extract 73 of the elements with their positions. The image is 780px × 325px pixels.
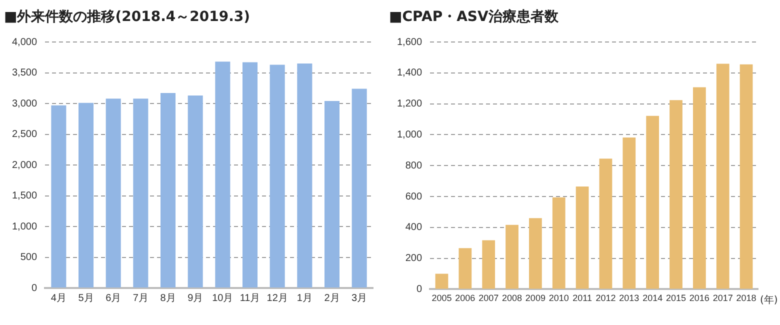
y-tick-label: 600 [405, 191, 422, 202]
x-tick-label: 2014 [642, 293, 663, 304]
bar [552, 197, 566, 289]
x-tick-label: 2015 [666, 293, 686, 304]
chart-title: ■外来件数の推移(2018.4～2019.3) [3, 8, 252, 27]
x-tick-label: 2006 [455, 293, 476, 304]
bar [458, 248, 472, 289]
bar [242, 62, 258, 288]
y-tick-label: 1,400 [396, 68, 422, 79]
y-tick-label: 4,000 [12, 36, 38, 48]
y-tick-label: 3,000 [12, 98, 38, 110]
bar [188, 96, 203, 288]
x-tick-label: 1月 [296, 292, 312, 304]
bar [324, 101, 340, 288]
bar [482, 240, 496, 289]
y-tick-label: 1,200 [396, 98, 422, 110]
bar [215, 62, 230, 288]
x-tick-label: 12月 [266, 292, 288, 304]
chart-title: ■CPAP・ASV治療患者数 [388, 8, 560, 27]
y-tick-label: 200 [405, 253, 422, 264]
bar [622, 137, 636, 289]
y-tick-label: 400 [405, 222, 422, 234]
y-tick-label: 500 [20, 252, 38, 263]
bar [716, 64, 730, 289]
y-tick-label: 2,000 [12, 160, 38, 171]
y-tick-label: 1,600 [396, 36, 422, 48]
bar [740, 64, 753, 289]
y-tick-label: 1,000 [396, 129, 422, 140]
y-tick-label: 800 [405, 160, 422, 172]
x-tick-label: 2013 [619, 293, 640, 304]
x-tick-label: 4月 [50, 292, 66, 304]
x-tick-label: 2009 [525, 293, 546, 304]
x-tick-label: 2018 [736, 293, 756, 304]
y-tick-label: 2,500 [12, 129, 38, 140]
x-tick-label: 2007 [478, 293, 499, 304]
x-tick-label: 8月 [160, 292, 176, 304]
x-axis-title: (年) [760, 294, 778, 306]
bar [692, 87, 706, 289]
x-tick-label: 2016 [689, 293, 710, 304]
x-tick-label: 2011 [572, 293, 592, 304]
x-tick-label: 2010 [548, 293, 569, 304]
x-tick-label: 10月 [212, 292, 234, 304]
x-tick-label: 2017 [712, 293, 733, 304]
y-tick-label: 0 [416, 284, 422, 295]
x-tick-label: 7月 [132, 292, 148, 304]
x-tick-label: 9月 [188, 292, 204, 304]
y-tick-label: 0 [31, 282, 38, 294]
bar [646, 116, 660, 289]
bar [297, 64, 312, 288]
bar [160, 93, 176, 288]
x-tick-label: 6月 [106, 292, 122, 304]
bar [78, 102, 94, 288]
bar [106, 98, 121, 288]
bar [599, 158, 612, 289]
bar [133, 98, 148, 288]
x-tick-label: 2012 [596, 293, 616, 304]
bar [529, 218, 542, 289]
bar [670, 100, 682, 289]
y-tick-label: 1,000 [12, 221, 38, 232]
y-tick-label: 1,500 [12, 190, 38, 202]
bar [576, 186, 589, 289]
x-tick-label: 3月 [352, 292, 368, 304]
x-tick-label: 5月 [78, 292, 94, 304]
y-tick-label: 3,500 [12, 68, 38, 78]
x-tick-label: 2005 [432, 293, 452, 304]
bar [435, 274, 448, 289]
x-tick-label: 2月 [324, 292, 340, 304]
x-tick-label: 2008 [502, 293, 522, 304]
bar [270, 64, 285, 288]
bar [352, 88, 367, 288]
bar [506, 224, 518, 289]
bar [51, 105, 66, 288]
x-tick-label: 11月 [240, 292, 260, 304]
